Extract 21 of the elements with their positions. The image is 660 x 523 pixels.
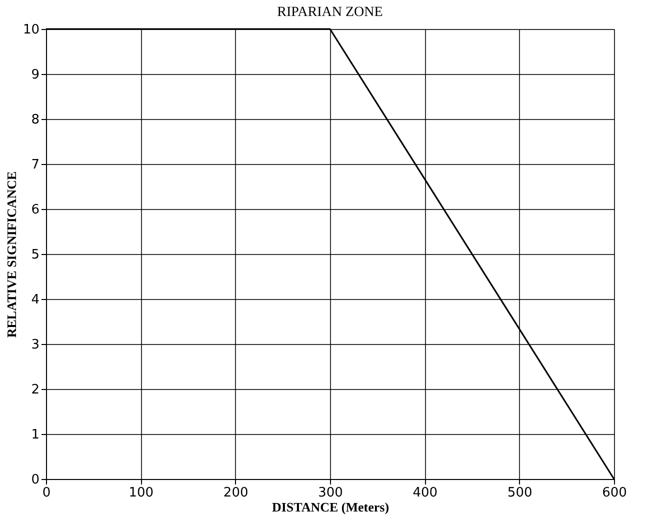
y-tick-label: 0 xyxy=(31,472,40,488)
x-tick-label: 600 xyxy=(602,486,627,500)
y-tick-label: 5 xyxy=(31,248,40,262)
y-tick-label: 10 xyxy=(22,22,40,38)
x-tick-label: 300 xyxy=(318,486,343,500)
y-tick-label: 7 xyxy=(31,158,40,172)
chart-title: RIPARIAN ZONE xyxy=(277,5,383,20)
x-tick-label: 200 xyxy=(223,486,248,500)
x-tick-label: 0 xyxy=(42,486,51,500)
y-tick-label: 8 xyxy=(31,112,40,128)
y-tick-label: 1 xyxy=(31,428,40,442)
y-tick-label: 6 xyxy=(31,202,40,218)
x-tick-label: 400 xyxy=(412,486,438,500)
y-axis-title: RELATIVE SIGNIFICANCE xyxy=(4,171,19,338)
y-tick-label: 2 xyxy=(31,382,40,398)
x-axis-title: DISTANCE (Meters) xyxy=(272,500,390,514)
x-tick-label: 100 xyxy=(128,486,154,500)
x-tick-label: 500 xyxy=(507,486,532,500)
y-tick-label: 9 xyxy=(31,68,40,82)
y-tick-label: 3 xyxy=(31,338,40,352)
y-tick-label: 4 xyxy=(31,292,40,308)
